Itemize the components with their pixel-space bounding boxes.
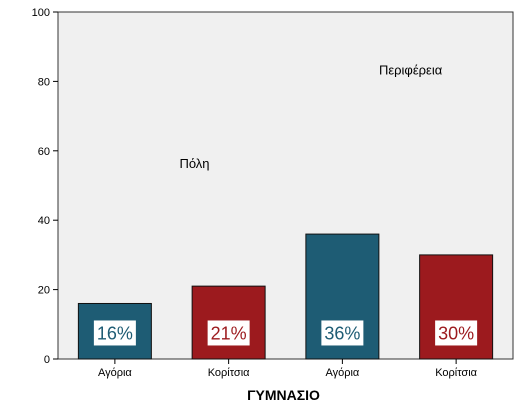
x-axis: Αγόρια Κορίτσια Αγόρια Κορίτσια — [98, 359, 478, 379]
data-label: 16% — [97, 323, 133, 343]
bars-group: 16% 21% 36% 30% — [77, 233, 494, 360]
y-axis: 0 20 40 60 80 100 — [32, 7, 58, 366]
y-tick-label: 60 — [38, 146, 50, 158]
group-annotation: Πόλη — [179, 156, 209, 171]
y-tick-label: 40 — [38, 215, 50, 227]
data-label-box — [321, 320, 364, 346]
data-label-box — [207, 320, 250, 346]
data-label-box — [435, 320, 478, 346]
x-tick-label: Αγόρια — [98, 367, 132, 379]
x-tick-label: Αγόρια — [325, 367, 359, 379]
y-tick-label: 20 — [38, 285, 50, 297]
y-tick-label: 80 — [38, 76, 50, 88]
x-axis-title: ΓΥΜΝΑΣΙΟ — [247, 387, 320, 403]
data-label: 21% — [211, 323, 247, 343]
annotations-group: Πόλη Περιφέρεια — [179, 62, 442, 171]
data-label: 30% — [438, 323, 474, 343]
data-label: 36% — [324, 323, 360, 343]
y-tick-label: 0 — [44, 354, 50, 366]
group-annotation: Περιφέρεια — [379, 62, 443, 77]
y-tick-label: 100 — [32, 7, 50, 19]
x-tick-label: Κορίτσια — [435, 367, 477, 379]
data-label-box — [93, 320, 136, 346]
x-tick-label: Κορίτσια — [208, 367, 250, 379]
